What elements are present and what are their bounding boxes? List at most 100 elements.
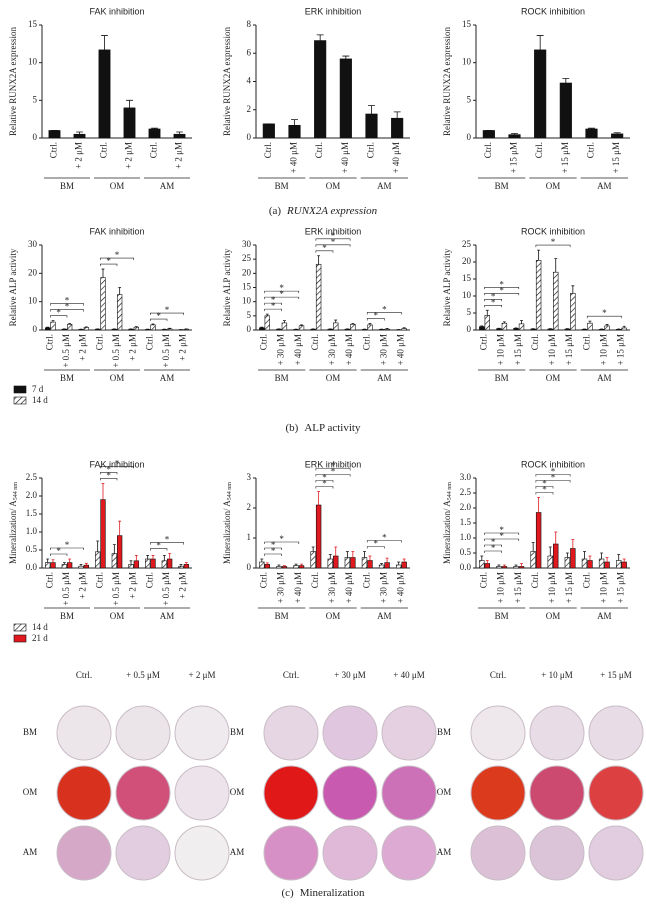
error-bar: [617, 554, 621, 561]
group-label: AM: [160, 611, 175, 621]
bar: [281, 322, 288, 331]
group-label: BM: [275, 611, 289, 621]
well: [588, 825, 644, 881]
bar: [535, 512, 542, 569]
error-bar: [168, 327, 172, 329]
significance-label: *: [65, 540, 70, 550]
error-bar: [351, 551, 355, 558]
error-bar: [101, 483, 105, 500]
bar: [167, 328, 173, 331]
y-tick-label: 10: [462, 290, 472, 300]
significance-label: *: [279, 283, 284, 293]
group-label: AM: [377, 373, 392, 383]
plate-row-label: BM: [23, 727, 37, 737]
error-bar: [571, 285, 575, 294]
x-tick-label: Ctrl.: [581, 334, 591, 350]
plate-row-label: OM: [437, 787, 452, 797]
error-bar: [497, 564, 501, 567]
y-tick-label: 6: [247, 47, 252, 57]
bar: [553, 543, 559, 569]
bar: [128, 564, 134, 569]
group-label: OM: [326, 611, 341, 621]
x-tick-label: Ctrl.: [99, 142, 109, 158]
bar: [350, 557, 356, 569]
error-bar: [485, 560, 489, 564]
x-tick-label: Ctrl.: [263, 142, 273, 158]
y-tick-label: 15: [242, 282, 252, 292]
y-tick-label: 0: [247, 562, 252, 572]
error-bar: [334, 546, 338, 556]
x-tick-label: + 40 μM: [293, 334, 303, 365]
bar: [484, 315, 490, 331]
bar: [128, 328, 134, 331]
significance-bracket: [100, 466, 134, 469]
bar: [547, 555, 553, 569]
significance-bracket: [484, 550, 502, 553]
bar: [167, 558, 173, 569]
well: [322, 825, 378, 881]
x-tick-label: Ctrl.: [361, 334, 371, 350]
error-bar: [514, 564, 518, 567]
x-tick-label: + 0.5 μM: [61, 572, 71, 606]
well: [381, 705, 437, 761]
significance-bracket: [535, 492, 554, 495]
bar: [298, 325, 305, 331]
error-bar: [46, 558, 50, 563]
x-tick-label: Ctrl.: [534, 142, 544, 158]
bar: [553, 271, 559, 331]
x-tick-label: + 2 μM: [74, 142, 84, 169]
well: [115, 825, 171, 881]
bar: [183, 564, 189, 569]
significance-label: *: [106, 256, 111, 266]
error-bar: [101, 35, 108, 50]
bar: [604, 325, 610, 331]
significance-label: *: [56, 308, 61, 318]
x-tick-label: Ctrl.: [144, 334, 154, 350]
chart-title: ROCK inhibition: [521, 459, 585, 469]
significance-label: *: [271, 301, 276, 311]
panel-caption: (b) ALP activity: [286, 422, 361, 434]
bar: [61, 328, 67, 331]
x-tick-label: + 0.5 μM: [111, 334, 121, 368]
x-tick-label: + 30 μM: [327, 572, 337, 603]
significance-label: *: [491, 297, 496, 307]
group-label: OM: [326, 181, 341, 191]
well: [263, 765, 319, 821]
plate-row-label: AM: [23, 847, 38, 857]
error-bar: [345, 551, 349, 558]
error-bar: [537, 497, 541, 513]
x-tick-label: Ctrl.: [586, 142, 596, 158]
bar: [259, 561, 265, 569]
x-tick-label: + 10 μM: [598, 334, 608, 365]
significance-bracket: [484, 532, 520, 535]
x-tick-label: Ctrl.: [479, 572, 489, 588]
error-bar: [351, 323, 355, 325]
bar: [98, 49, 111, 139]
bar: [150, 324, 156, 331]
caption-text: Mineralization: [300, 887, 365, 899]
significance-bracket: [315, 244, 351, 247]
y-axis-label-text: Relative RUNX2A expression: [222, 27, 232, 136]
bar: [264, 564, 270, 569]
error-bar: [554, 531, 558, 544]
group-label: OM: [110, 181, 125, 191]
bar: [259, 327, 265, 331]
error-bar: [328, 554, 332, 559]
error-bar: [96, 540, 100, 552]
x-tick-label: Ctrl.: [94, 334, 104, 350]
caption-text: RUNX2A expression: [286, 205, 378, 217]
y-axis-label: Relative RUNX2A expression: [222, 27, 232, 136]
significance-bracket: [315, 474, 351, 477]
significance-label: *: [382, 305, 387, 315]
group-label: OM: [110, 611, 125, 621]
bar: [173, 133, 186, 139]
significance-bracket: [264, 553, 282, 556]
x-tick-label: + 40 μM: [293, 572, 303, 603]
significance-bracket: [264, 308, 282, 312]
plate-column-label: + 15 μM: [600, 670, 631, 680]
significance-bracket: [264, 547, 282, 550]
error-bar: [51, 559, 55, 563]
significance-bracket: [535, 486, 554, 489]
group-label: BM: [275, 181, 289, 191]
bar: [350, 324, 356, 331]
